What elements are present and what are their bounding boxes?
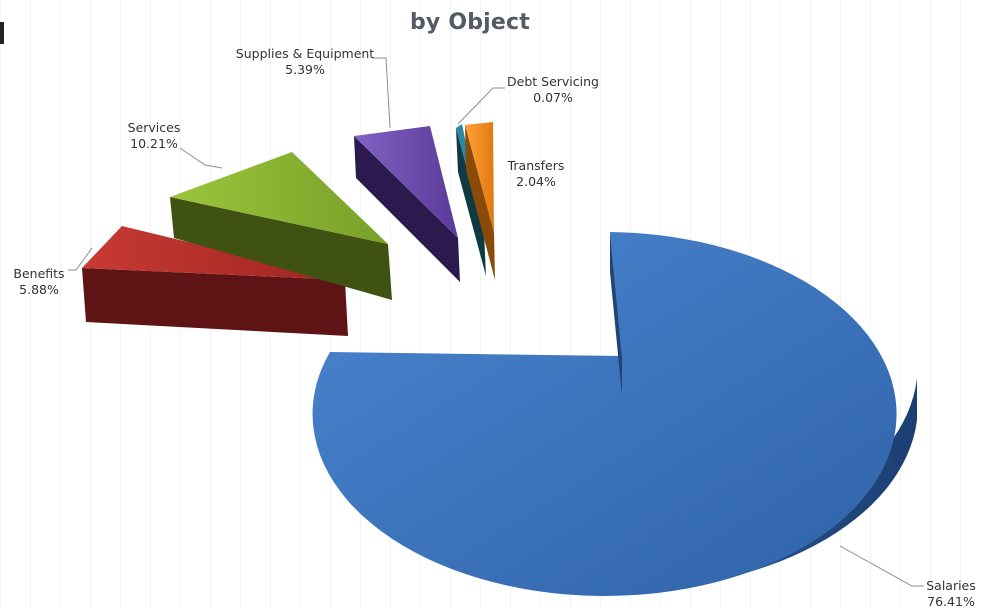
- slice-services[interactable]: [170, 152, 392, 300]
- slice-supplies-equipment[interactable]: [354, 126, 460, 282]
- edge-marker: [0, 22, 4, 44]
- slice-salaries-top: [312, 232, 897, 596]
- slice-supplies-top: [354, 126, 458, 238]
- slice-transfers-top: [465, 122, 494, 232]
- label-transfers-name: Transfers: [507, 158, 565, 173]
- label-benefits-name: Benefits: [13, 266, 65, 281]
- label-debt-value: 0.07%: [533, 90, 573, 105]
- slice-services-top: [170, 152, 388, 244]
- slice-transfers-front: [465, 125, 495, 280]
- slice-debt-front: [456, 128, 486, 276]
- leader-lines: [68, 57, 924, 587]
- label-supplies-name: Supplies & Equipment: [235, 46, 375, 61]
- label-salaries-name: Salaries: [926, 578, 976, 593]
- slice-benefits-front: [82, 268, 348, 336]
- slice-salaries-cut: [610, 232, 622, 396]
- label-supplies-value: 5.39%: [285, 62, 325, 77]
- leader-line-debt: [457, 87, 505, 125]
- data-label-transfers: Transfers 2.04%: [500, 158, 572, 190]
- data-label-benefits: Benefits 5.88%: [8, 266, 70, 298]
- slice-supplies-front: [354, 136, 460, 282]
- slice-transfers[interactable]: [465, 122, 495, 280]
- data-label-debt-servicing: Debt Servicing 0.07%: [500, 74, 606, 106]
- leader-line-supplies: [372, 57, 391, 129]
- chart-title: by Object: [409, 10, 531, 35]
- slice-salaries[interactable]: [312, 232, 917, 596]
- slice-services-front: [170, 197, 392, 300]
- label-services-value: 10.21%: [130, 136, 178, 151]
- data-label-services: Services 10.21%: [120, 120, 188, 152]
- label-salaries-value: 76.41%: [927, 594, 975, 609]
- label-transfers-value: 2.04%: [516, 174, 556, 189]
- label-debt-name: Debt Servicing: [507, 74, 599, 89]
- leader-line-benefits: [68, 247, 93, 271]
- leader-line-salaries: [839, 545, 924, 587]
- label-services-name: Services: [127, 120, 181, 135]
- data-label-salaries: Salaries 76.41%: [918, 578, 984, 610]
- data-label-supplies-equipment: Supplies & Equipment 5.39%: [232, 46, 378, 78]
- leader-line-services: [179, 147, 223, 169]
- label-benefits-value: 5.88%: [19, 282, 59, 297]
